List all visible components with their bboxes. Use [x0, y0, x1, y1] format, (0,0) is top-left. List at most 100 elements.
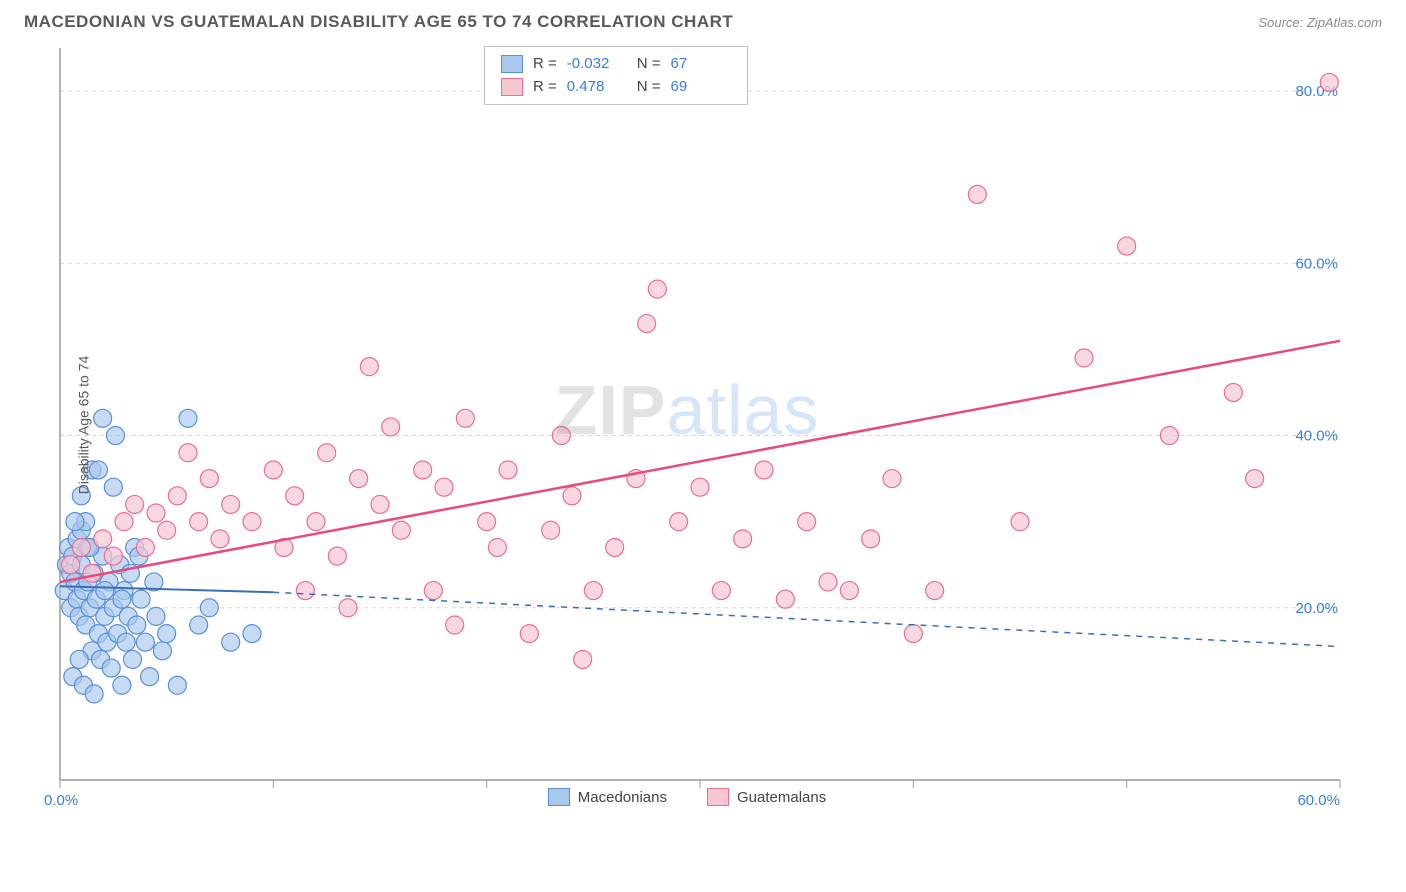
data-point [552, 427, 570, 445]
data-point [126, 495, 144, 513]
data-point [318, 444, 336, 462]
data-point [574, 650, 592, 668]
data-point [414, 461, 432, 479]
n-value: 67 [671, 53, 731, 76]
data-point [840, 582, 858, 600]
data-point [520, 625, 538, 643]
data-point [435, 478, 453, 496]
data-point [222, 495, 240, 513]
data-point [1075, 349, 1093, 367]
legend-item: Guatemalans [707, 788, 826, 806]
data-point [307, 513, 325, 531]
data-point [153, 642, 171, 660]
chart-title: MACEDONIAN VS GUATEMALAN DISABILITY AGE … [24, 12, 733, 32]
data-point [147, 607, 165, 625]
data-point [136, 538, 154, 556]
data-point [478, 513, 496, 531]
data-point [168, 676, 186, 694]
data-point [776, 590, 794, 608]
data-point [606, 538, 624, 556]
data-point [211, 530, 229, 548]
data-point [563, 487, 581, 505]
chart-area: Disability Age 65 to 74 20.0%40.0%60.0%8… [24, 40, 1350, 810]
data-point [243, 513, 261, 531]
data-point [392, 521, 410, 539]
data-point [117, 633, 135, 651]
data-point [113, 590, 131, 608]
data-point [584, 582, 602, 600]
bottom-legend: Macedonians Guatemalans [24, 788, 1350, 806]
data-point [286, 487, 304, 505]
data-point [648, 280, 666, 298]
data-point [72, 538, 90, 556]
data-point [128, 616, 146, 634]
y-tick-label: 20.0% [1295, 600, 1338, 617]
data-point [96, 582, 114, 600]
data-point [734, 530, 752, 548]
data-point [104, 547, 122, 565]
data-point [70, 650, 88, 668]
data-point [424, 582, 442, 600]
trend-line-extrapolated [273, 592, 1340, 646]
data-point [158, 521, 176, 539]
data-point [136, 633, 154, 651]
y-axis-label: Disability Age 65 to 74 [75, 356, 91, 495]
data-point [883, 470, 901, 488]
data-point [179, 444, 197, 462]
data-point [85, 685, 103, 703]
legend-swatch [707, 788, 729, 806]
data-point [190, 616, 208, 634]
n-value: 69 [671, 76, 731, 99]
data-point [1118, 237, 1136, 255]
y-tick-label: 40.0% [1295, 428, 1338, 445]
scatter-chart: 20.0%40.0%60.0%80.0% [24, 40, 1350, 810]
data-point [106, 427, 124, 445]
data-point [1011, 513, 1029, 531]
data-point [66, 513, 84, 531]
data-point [141, 668, 159, 686]
data-point [968, 185, 986, 203]
data-point [190, 513, 208, 531]
chart-header: MACEDONIAN VS GUATEMALAN DISABILITY AGE … [0, 0, 1406, 40]
data-point [296, 582, 314, 600]
data-point [904, 625, 922, 643]
data-point [168, 487, 186, 505]
data-point [371, 495, 389, 513]
data-point [104, 478, 122, 496]
legend-item: Macedonians [548, 788, 667, 806]
correlation-row: R =-0.032N =67 [501, 53, 731, 76]
data-point [712, 582, 730, 600]
data-point [488, 538, 506, 556]
chart-source: Source: ZipAtlas.com [1258, 15, 1382, 30]
data-point [62, 556, 80, 574]
data-point [1246, 470, 1264, 488]
data-point [132, 590, 150, 608]
r-label: R = [533, 76, 557, 99]
data-point [222, 633, 240, 651]
data-point [670, 513, 688, 531]
n-label: N = [637, 76, 661, 99]
trend-line [60, 341, 1340, 582]
data-point [1320, 73, 1338, 91]
legend-swatch [501, 78, 523, 96]
legend-swatch [501, 55, 523, 73]
data-point [360, 358, 378, 376]
r-value: -0.032 [567, 53, 627, 76]
r-value: 0.478 [567, 76, 627, 99]
data-point [350, 470, 368, 488]
r-label: R = [533, 53, 557, 76]
data-point [147, 504, 165, 522]
data-point [94, 409, 112, 427]
data-point [638, 315, 656, 333]
data-point [83, 564, 101, 582]
data-point [264, 461, 282, 479]
legend-label: Guatemalans [737, 789, 826, 806]
data-point [102, 659, 120, 677]
data-point [499, 461, 517, 479]
data-point [542, 521, 560, 539]
correlation-row: R = 0.478 N = 69 [501, 76, 731, 99]
data-point [1224, 383, 1242, 401]
data-point [115, 513, 133, 531]
data-point [113, 676, 131, 694]
legend-swatch [548, 788, 570, 806]
